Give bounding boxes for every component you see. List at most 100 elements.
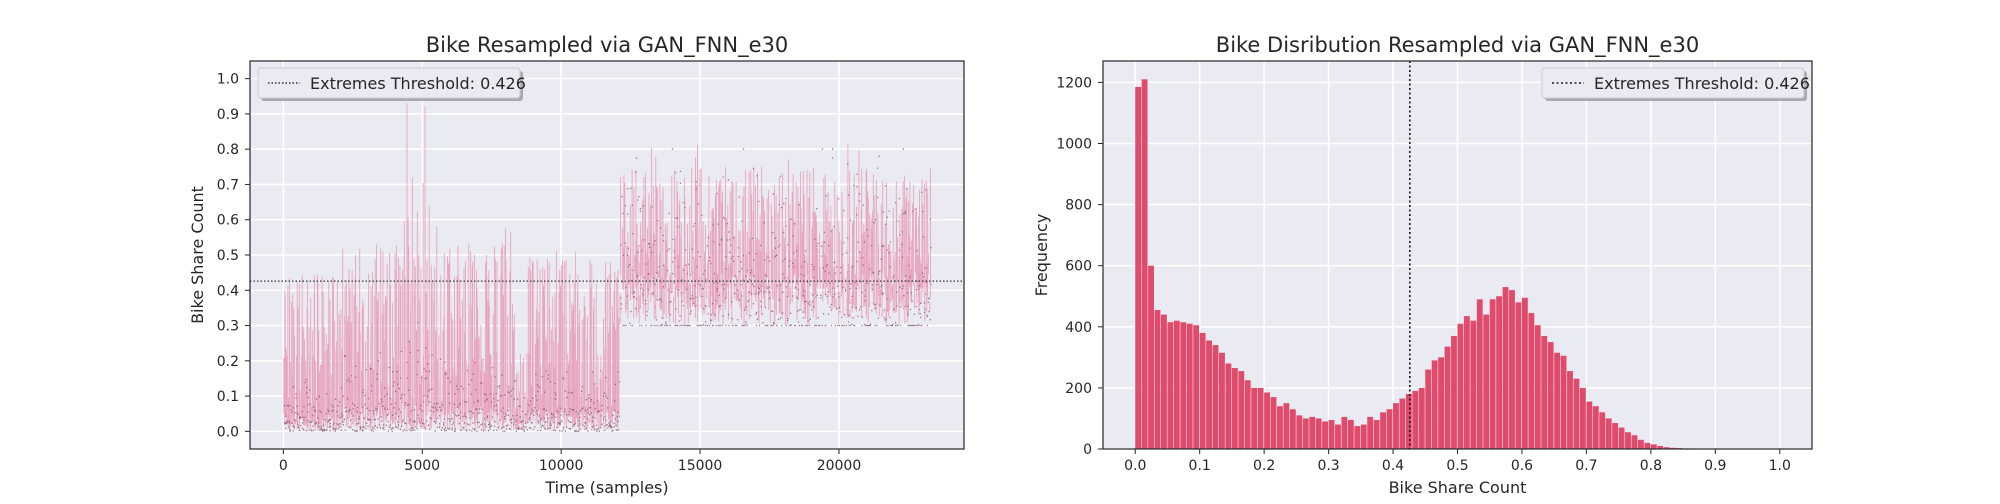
- y-tick-label: 0.3: [217, 319, 239, 335]
- histogram-bar: [1322, 422, 1328, 450]
- histogram-bar: [1148, 266, 1154, 449]
- histogram-bar: [1496, 296, 1502, 449]
- histogram-bar: [1161, 315, 1167, 449]
- histogram-bar: [1548, 342, 1554, 449]
- chart-title-left: Bike Resampled via GAN_FNN_e30: [426, 33, 788, 58]
- histogram-bar: [1509, 290, 1515, 449]
- histogram-bar: [1193, 325, 1199, 449]
- histogram-bar: [1180, 322, 1186, 449]
- histogram-bar: [1412, 391, 1418, 449]
- histogram-bar: [1200, 333, 1206, 449]
- y-tick-label: 0.0: [217, 424, 239, 440]
- histogram-bar: [1399, 399, 1405, 449]
- histogram-bar: [1561, 356, 1567, 449]
- y-tick-label: 200: [1065, 381, 1092, 397]
- histogram-bar: [1406, 394, 1412, 449]
- x-tick-label: 0.0: [1124, 458, 1146, 474]
- histogram-bar: [1271, 397, 1277, 449]
- histogram-bar: [1167, 322, 1173, 449]
- y-tick-label: 0.8: [217, 142, 239, 158]
- histogram-bar: [1516, 302, 1522, 449]
- x-tick-label: 20000: [817, 458, 862, 474]
- histogram-bar: [1651, 444, 1657, 449]
- y-tick-label: 0.4: [217, 283, 239, 299]
- histogram-bar: [1490, 299, 1496, 449]
- histogram-bar: [1458, 324, 1464, 449]
- histogram-bar: [1522, 298, 1528, 449]
- histogram-bar: [1574, 379, 1580, 449]
- y-tick-label: 1200: [1056, 75, 1092, 91]
- y-axis-ticks-left: 0.00.10.20.30.40.50.60.70.80.91.0: [217, 72, 250, 441]
- x-tick-label: 0.1: [1189, 458, 1211, 474]
- histogram-bar: [1225, 363, 1231, 449]
- y-tick-label: 600: [1065, 259, 1092, 275]
- x-tick-label: 0.8: [1640, 458, 1662, 474]
- y-tick-label: 0.2: [217, 354, 239, 370]
- x-tick-label: 5000: [404, 458, 440, 474]
- y-tick-label: 0.5: [217, 248, 239, 264]
- y-tick-label: 0: [1083, 442, 1092, 458]
- histogram-bar: [1348, 420, 1354, 449]
- histogram-bar: [1309, 417, 1315, 449]
- histogram-bar: [1593, 406, 1599, 449]
- histogram-bar: [1296, 415, 1302, 449]
- x-tick-label: 10000: [539, 458, 584, 474]
- histogram-bar: [1213, 345, 1219, 449]
- histogram-bar: [1632, 435, 1638, 449]
- histogram-bar: [1638, 440, 1644, 449]
- histogram-bar: [1393, 403, 1399, 449]
- y-tick-label: 0.1: [217, 389, 239, 405]
- histogram-bar: [1329, 420, 1335, 449]
- histogram-bar: [1567, 371, 1573, 449]
- y-tick-label: 1000: [1056, 136, 1092, 152]
- histogram-bar: [1419, 388, 1425, 449]
- histogram-bar: [1251, 388, 1257, 449]
- chart-title-right: Bike Disribution Resampled via GAN_FNN_e…: [1216, 33, 1699, 58]
- histogram-bar: [1528, 313, 1534, 449]
- histogram-bar: [1335, 425, 1341, 449]
- histogram-bar: [1432, 360, 1438, 449]
- x-tick-label: 0.5: [1446, 458, 1468, 474]
- histogram-bar: [1535, 325, 1541, 449]
- histogram-bar: [1135, 87, 1141, 449]
- histogram-bar: [1586, 402, 1592, 449]
- histogram-bar: [1644, 443, 1650, 449]
- histogram-bar: [1232, 368, 1238, 449]
- histogram-bar: [1238, 371, 1244, 449]
- histogram-bar: [1264, 392, 1270, 449]
- y-tick-label: 1.0: [217, 72, 239, 88]
- histogram-bar: [1206, 341, 1212, 449]
- histogram-bar: [1290, 409, 1296, 449]
- histogram-bar: [1606, 418, 1612, 449]
- histogram-bar: [1554, 353, 1560, 449]
- histogram-bar: [1303, 418, 1309, 449]
- histogram-bar: [1245, 380, 1251, 449]
- y-tick-label: 800: [1065, 198, 1092, 214]
- x-tick-label: 0: [279, 458, 288, 474]
- legend-right: Extremes Threshold: 0.426: [1542, 68, 1810, 101]
- y-tick-label: 0.7: [217, 177, 239, 193]
- histogram-bar: [1354, 426, 1360, 449]
- legend-left: Extremes Threshold: 0.426: [258, 68, 526, 101]
- histogram-bar: [1464, 316, 1470, 449]
- histogram-bar: [1187, 324, 1193, 449]
- x-tick-label: 0.3: [1317, 458, 1339, 474]
- x-axis-label-right: Bike Share Count: [1389, 478, 1527, 497]
- histogram-bar: [1367, 417, 1373, 449]
- histogram-bar: [1316, 418, 1322, 449]
- histogram-bar: [1219, 353, 1225, 449]
- legend-entry-threshold: Extremes Threshold: 0.426: [310, 74, 526, 93]
- histogram-bar: [1374, 420, 1380, 449]
- histogram-bar: [1625, 432, 1631, 449]
- histogram-bar: [1380, 412, 1386, 449]
- histogram-bar: [1451, 336, 1457, 449]
- histogram-bar: [1541, 336, 1547, 449]
- histogram-bar: [1142, 79, 1148, 449]
- histogram-bar: [1341, 417, 1347, 449]
- histogram-bar: [1438, 357, 1444, 449]
- x-tick-label: 0.9: [1704, 458, 1726, 474]
